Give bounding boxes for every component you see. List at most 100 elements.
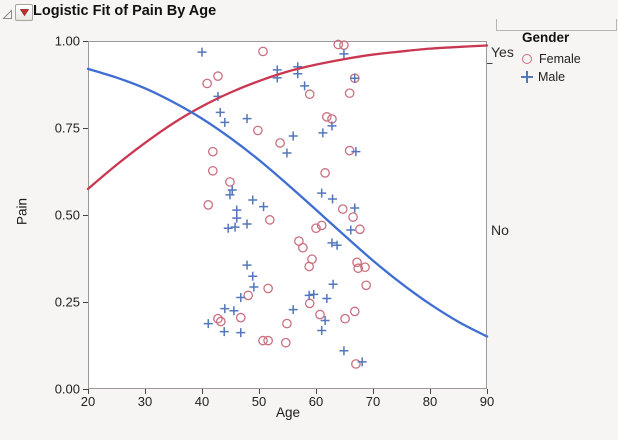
female-data-point[interactable] xyxy=(213,313,223,324)
female-data-point[interactable] xyxy=(235,312,246,323)
male-data-point[interactable] xyxy=(318,128,328,138)
female-data-point[interactable] xyxy=(213,71,223,81)
female-data-point[interactable] xyxy=(349,306,360,317)
male-data-point[interactable] xyxy=(236,292,246,302)
legend-item-female[interactable]: Female xyxy=(522,52,581,66)
female-data-point[interactable] xyxy=(348,212,358,222)
female-data-point[interactable] xyxy=(320,168,330,178)
female-data-point[interactable] xyxy=(355,224,365,235)
female-data-point[interactable] xyxy=(263,335,273,346)
male-data-point[interactable] xyxy=(223,223,233,233)
male-data-point[interactable] xyxy=(327,238,337,248)
x-tick-label: 30 xyxy=(138,394,152,409)
legend-item-label: Female xyxy=(539,52,581,66)
x-tick-label: 70 xyxy=(366,394,380,409)
male-data-point[interactable] xyxy=(236,328,246,338)
male-data-point[interactable] xyxy=(272,65,282,75)
male-data-point[interactable] xyxy=(339,346,349,356)
female-data-point[interactable] xyxy=(207,146,218,157)
male-data-point[interactable] xyxy=(350,73,360,83)
x-tick-label: 20 xyxy=(81,394,95,409)
male-data-point[interactable] xyxy=(242,260,252,270)
female-data-point[interactable] xyxy=(282,318,292,329)
female-data-point[interactable] xyxy=(337,204,348,214)
male-data-point[interactable] xyxy=(242,219,252,229)
female-data-point[interactable] xyxy=(243,290,254,301)
female-data-point[interactable] xyxy=(361,280,372,291)
female-data-point[interactable] xyxy=(304,261,315,272)
female-data-point[interactable] xyxy=(311,223,321,234)
female-data-point[interactable] xyxy=(263,283,273,294)
male-data-point[interactable] xyxy=(288,305,298,315)
male-data-point[interactable] xyxy=(339,49,349,59)
male-data-point[interactable] xyxy=(249,282,259,292)
male-data-point[interactable] xyxy=(351,147,361,157)
male-data-point[interactable] xyxy=(248,271,258,281)
female-data-point[interactable] xyxy=(275,138,285,148)
male-data-point[interactable] xyxy=(219,327,229,337)
female-data-point[interactable] xyxy=(353,263,364,274)
male-fit-curve xyxy=(86,67,489,338)
female-data-point[interactable] xyxy=(333,39,344,50)
female-data-point[interactable] xyxy=(253,125,263,136)
female-data-point[interactable] xyxy=(298,242,308,253)
plot-area[interactable] xyxy=(88,41,487,389)
legend: Gender Female Male xyxy=(521,30,581,88)
female-data-point[interactable] xyxy=(258,335,268,346)
male-data-point[interactable] xyxy=(232,213,242,223)
female-data-point[interactable] xyxy=(340,313,350,324)
female-data-point[interactable] xyxy=(215,316,226,327)
male-data-point[interactable] xyxy=(215,107,225,117)
male-data-point[interactable] xyxy=(230,222,240,232)
female-data-point[interactable] xyxy=(304,89,315,100)
female-data-point[interactable] xyxy=(207,165,218,176)
female-data-point[interactable] xyxy=(344,145,355,156)
male-data-point[interactable] xyxy=(293,69,303,79)
female-data-point[interactable] xyxy=(202,78,212,89)
y-tick-label: 0.50 xyxy=(55,208,80,223)
female-data-point[interactable] xyxy=(264,215,275,225)
male-data-point[interactable] xyxy=(220,304,230,314)
male-data-point[interactable] xyxy=(357,357,367,367)
female-data-point[interactable] xyxy=(280,337,291,348)
male-data-point[interactable] xyxy=(322,294,332,304)
female-data-point[interactable] xyxy=(351,359,361,369)
female-data-point[interactable] xyxy=(352,257,362,268)
male-data-point[interactable] xyxy=(328,279,338,289)
male-data-point[interactable] xyxy=(317,326,327,336)
male-data-point[interactable] xyxy=(225,190,235,200)
female-data-point[interactable] xyxy=(321,112,332,122)
female-data-point[interactable] xyxy=(315,309,325,320)
female-data-point[interactable] xyxy=(258,46,268,57)
female-data-point[interactable] xyxy=(344,88,355,99)
male-data-point[interactable] xyxy=(320,315,330,325)
male-data-point[interactable] xyxy=(197,47,207,57)
female-data-point[interactable] xyxy=(360,262,370,273)
male-data-point[interactable] xyxy=(282,148,292,158)
male-data-point[interactable] xyxy=(317,188,327,198)
male-data-point[interactable] xyxy=(232,205,242,215)
male-data-point[interactable] xyxy=(300,81,310,91)
male-data-point[interactable] xyxy=(304,290,314,300)
male-data-point[interactable] xyxy=(350,203,360,213)
female-data-point[interactable] xyxy=(225,177,235,187)
male-data-point[interactable] xyxy=(248,195,258,205)
male-data-point[interactable] xyxy=(220,117,230,127)
male-data-point[interactable] xyxy=(203,319,213,329)
male-data-point[interactable] xyxy=(327,121,337,131)
male-data-point[interactable] xyxy=(346,225,356,235)
male-data-point[interactable] xyxy=(288,131,298,141)
female-data-point[interactable] xyxy=(203,200,214,210)
male-data-point[interactable] xyxy=(227,185,237,195)
legend-item-male[interactable]: Male xyxy=(521,70,581,84)
male-data-point[interactable] xyxy=(332,240,342,250)
male-data-point[interactable] xyxy=(242,114,252,124)
disclosure-triangle-icon[interactable] xyxy=(2,7,13,19)
male-data-point[interactable] xyxy=(229,306,239,316)
female-data-point[interactable] xyxy=(316,220,327,231)
male-data-point[interactable] xyxy=(259,202,269,212)
male-data-point[interactable] xyxy=(328,194,338,204)
male-data-point[interactable] xyxy=(309,289,319,299)
red-triangle-menu-button[interactable] xyxy=(15,4,33,21)
